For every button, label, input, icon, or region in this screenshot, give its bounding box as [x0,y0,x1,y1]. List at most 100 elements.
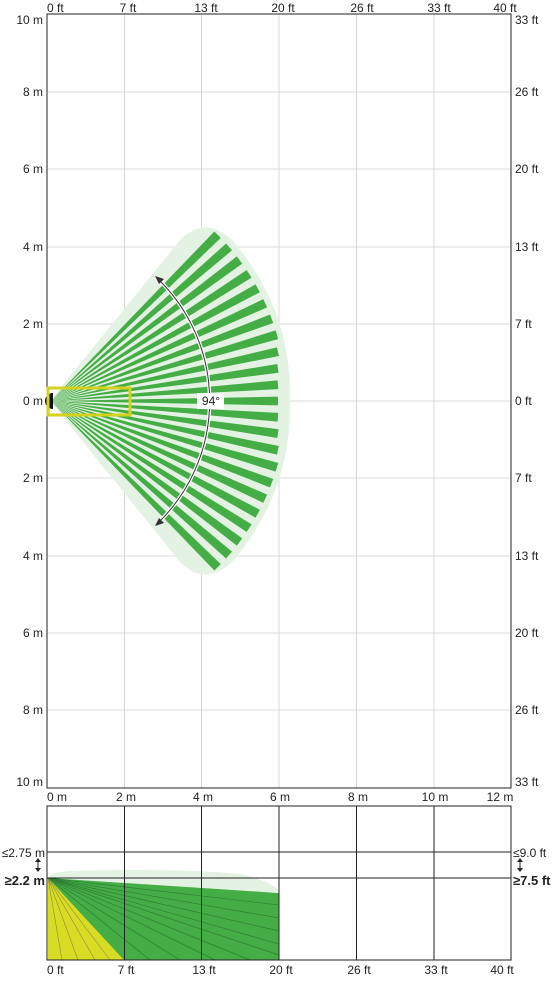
side-view-frame [46,805,512,961]
side-grid [47,806,511,960]
top-ft-labels: 0 ft 7 ft 13 ft 20 ft 26 ft 33 ft 40 ft [47,1,517,15]
side-zone-line [47,877,280,919]
left-m-label: 2 m [23,471,43,485]
detection-zone [51,231,221,401]
left-m-label: 6 m [23,162,43,176]
detection-zone [51,401,279,422]
top-ft-label: 7 ft [120,1,137,15]
left-m-label: 8 m [23,703,43,717]
side-near-zone-line [47,877,79,961]
side-near-zone-line [47,877,63,961]
side-bottom-ft-label: 0 ft [47,963,64,977]
top-ft-label: 0 ft [47,1,64,15]
side-top-m-label: 10 m [422,790,449,804]
detection-zone [51,401,260,518]
right-ft-label: 13 ft [515,240,539,254]
side-zone-line [47,877,280,945]
side-zone-line [47,877,251,961]
detection-zone [51,401,279,438]
angle-label-bg [197,393,224,409]
angle-label: 94° [202,394,220,408]
detection-zone [51,330,279,401]
side-near-zone [48,878,124,960]
side-near-zone-lines [47,877,111,961]
side-bottom-ft-label: 26 ft [347,963,371,977]
left-m-label: 0 m [23,394,43,408]
near-zone-box [46,386,132,417]
detection-zone [51,314,274,401]
detection-zone [51,401,279,472]
top-ft-label: 33 ft [427,1,451,15]
right-ft-label: 7 ft [515,317,532,331]
detection-zone [51,401,252,532]
detection-zone [51,401,232,559]
side-zone-line [47,877,280,932]
detection-zone [51,284,260,401]
right-height-arrow [517,858,523,872]
side-bottom-ft-label: 7 ft [118,963,135,977]
detection-zone [51,299,268,401]
top-ft-label: 13 ft [194,1,218,15]
side-zone-line [47,877,280,956]
detection-zone [51,401,243,546]
detection-zone [51,401,268,503]
right-ft-label: 20 ft [515,162,539,176]
side-bottom-ft-labels: 0 ft 7 ft 13 ft 20 ft 26 ft 33 ft 40 ft [47,963,514,977]
right-ft-label: 26 ft [515,703,539,717]
left-height-arrow [35,858,41,872]
side-zone-line [47,877,151,961]
side-top-m-label: 4 m [193,790,213,804]
side-top-m-label: 6 m [270,790,290,804]
side-near-zone-line [47,877,111,961]
side-top-m-label: 2 m [116,790,136,804]
right-max-height-label: ≤9.0 ft [513,846,547,860]
detection-zone [51,243,232,401]
detection-zone [51,364,279,401]
side-zone-line [47,877,181,961]
right-ft-label: 0 ft [515,394,532,408]
right-ft-labels: 33 ft 26 ft 20 ft 13 ft 7 ft 0 ft 7 ft 1… [515,13,539,789]
left-m-label: 4 m [23,240,43,254]
left-m-label: 2 m [23,317,43,331]
detection-zone [51,380,279,401]
right-min-height-label: ≥7.5 ft [513,873,551,888]
detection-zone [51,401,221,571]
detection-zone [51,401,274,488]
left-m-label: 8 m [23,85,43,99]
detection-zone [51,270,252,401]
side-bottom-ft-label: 13 ft [192,963,216,977]
left-m-labels: 10 m 8 m 6 m 4 m 2 m 0 m 2 m 4 m 6 m 8 m… [16,13,43,789]
left-max-height-label: ≤2.75 m [2,846,45,860]
side-zone-lines [47,877,280,961]
left-m-label: 10 m [16,13,43,27]
side-bottom-ft-label: 33 ft [424,963,448,977]
side-zone-line [47,877,216,961]
left-m-label: 6 m [23,626,43,640]
side-zone-line [47,877,280,906]
left-min-height-label: ≥2.2 m [5,873,45,888]
side-bottom-ft-label: 20 ft [269,963,293,977]
right-ft-label: 20 ft [515,626,539,640]
left-m-label: 10 m [16,775,43,789]
right-ft-label: 13 ft [515,549,539,563]
side-top-m-label: 12 m [487,790,514,804]
side-near-zone-line [47,877,96,961]
right-ft-label: 26 ft [515,85,539,99]
right-ft-label: 33 ft [515,775,539,789]
right-ft-label: 7 ft [515,471,532,485]
top-ft-label: 26 ft [350,1,374,15]
side-bottom-ft-label: 40 ft [490,963,514,977]
top-view: 94° 0 ft 7 ft 13 ft 20 ft 26 ft 33 ft 40… [16,1,539,789]
right-ft-label: 33 ft [515,13,539,27]
top-ft-label: 20 ft [271,1,295,15]
left-m-label: 4 m [23,549,43,563]
side-top-m-labels: 0 m 2 m 4 m 6 m 8 m 10 m 12 m [47,790,513,804]
detection-zone [51,256,243,401]
top-ft-label: 40 ft [493,1,517,15]
angle-arrow-top [155,276,164,284]
angle-arrow-bottom [155,518,164,526]
side-top-m-label: 8 m [348,790,368,804]
side-top-m-label: 0 m [47,790,67,804]
detection-zones [51,231,279,571]
